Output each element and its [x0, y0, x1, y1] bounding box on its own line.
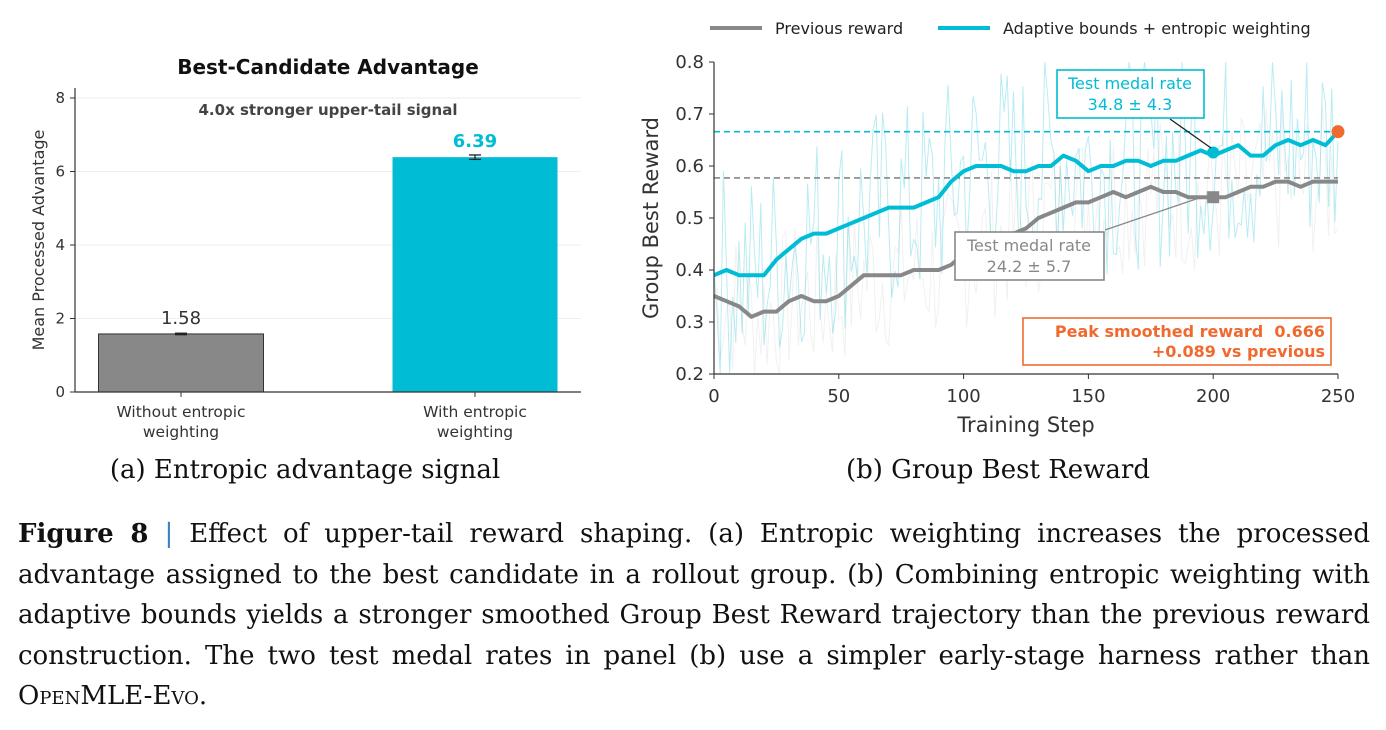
caption-separator: | — [164, 519, 174, 549]
panel-a-bar — [98, 333, 264, 393]
panel-b-y-tick-label: 0.2 — [675, 364, 704, 385]
panel-b-y-tick-label: 0.3 — [675, 312, 704, 333]
figure-caption: Figure 8 | Effect of upper-tail reward s… — [18, 514, 1370, 717]
panel-b-x-tick-label: 100 — [946, 386, 980, 407]
peak-box-frame — [1022, 317, 1332, 366]
cyan-annotation-arrow — [1169, 118, 1212, 149]
panel-a-y-tick-label: 8 — [55, 89, 65, 107]
cyan-annotation-value: 34.8 ± 4.3 — [1088, 95, 1173, 114]
panel-b-series-lines — [713, 130, 1340, 319]
peak-marker — [1331, 125, 1345, 139]
panel-b-y-tick-label: 0.7 — [675, 104, 704, 125]
panel-a-subtitle: 4.0x stronger upper-tail signal — [199, 101, 458, 119]
peak-reward-box: Peak smoothed reward 0.666 +0.089 vs pre… — [1022, 317, 1332, 366]
panel-b-x-tick-label: 0 — [708, 386, 719, 407]
panel-b-line-chart: Previous reward Adaptive bounds + entropi… — [639, 19, 1355, 485]
panel-b-y-axis-label: Group Best Reward — [639, 117, 663, 319]
panel-a-value-label: 6.39 — [453, 131, 497, 152]
panel-b-raw-series — [713, 61, 1339, 375]
caption-end: . — [198, 681, 208, 711]
legend-label: Adaptive bounds + entropic weighting — [1003, 19, 1311, 38]
panel-b-x-tick-label: 250 — [1321, 386, 1355, 407]
panel-b-y-ticks: 0.2 0.3 0.4 0.5 0.6 0.7 0.8 — [675, 52, 714, 385]
panel-b-x-axis-label: Training Step — [956, 413, 1094, 437]
panel-b-y-tick-label: 0.8 — [675, 52, 704, 73]
panel-a-x-tick-label: Without entropic — [116, 403, 245, 421]
panel-b-x-tick-label: 200 — [1196, 386, 1230, 407]
panel-a-x-tick-label: weighting — [143, 423, 219, 441]
gray-annotation-arrow — [1104, 195, 1206, 231]
panel-a-title: Best-Candidate Advantage — [177, 55, 479, 79]
panel-a-bar-chart: Best-Candidate Advantage 4.0x stronger u… — [29, 55, 581, 485]
cyan-test-marker — [1207, 146, 1220, 159]
panel-b-series-line — [713, 179, 1338, 319]
panel-a-x-tick-label: weighting — [437, 423, 513, 441]
panel-a-x-ticks: Without entropic weighting With entropic we… — [116, 392, 527, 441]
legend-label: Previous reward — [775, 19, 903, 38]
panel-a-y-tick-label: 0 — [55, 383, 65, 401]
cyan-annotation-box — [1056, 69, 1205, 119]
gray-annotation-box — [954, 231, 1105, 281]
peak-box-line2: +0.089 vs previous — [1152, 342, 1325, 361]
panel-a-bar — [392, 157, 558, 392]
panel-b-reference-lines — [714, 130, 1338, 179]
panel-b-x-tick-label: 50 — [827, 386, 850, 407]
panel-b-x-ticks: 0 50 100 150 200 250 — [708, 374, 1355, 407]
gray-annotation-label: Test medal rate — [966, 236, 1091, 255]
peak-box-line1: Peak smoothed reward 0.666 — [1055, 322, 1325, 341]
panel-b-raw-noise — [713, 61, 1339, 375]
panel-b-caption: (b) Group Best Reward — [846, 455, 1150, 485]
panel-b-raw-series — [713, 105, 1339, 375]
panel-b-legend: Previous reward Adaptive bounds + entropi… — [710, 19, 1311, 38]
panel-a-y-tick-label: 2 — [55, 310, 65, 328]
panel-a-y-tick-label: 6 — [55, 163, 65, 181]
panel-a-value-label: 1.58 — [161, 308, 201, 329]
caption-figure-label: Figure 8 — [18, 519, 149, 549]
caption-body: Effect of upper-tail reward shaping. (a)… — [18, 519, 1371, 671]
panel-a-y-axis-label: Mean Processed Advantage — [29, 130, 48, 351]
cyan-test-medal-annotation: Test medal rate 34.8 ± 4.3 — [1056, 69, 1212, 149]
cyan-annotation-label: Test medal rate — [1067, 74, 1192, 93]
gray-test-marker — [1207, 191, 1220, 204]
panel-a-caption: (a) Entropic advantage signal — [110, 455, 500, 485]
panel-a-bars: 1.58 6.39 — [98, 131, 558, 393]
panel-a-y-ticks: 0 2 4 6 8 — [55, 89, 75, 401]
panel-b-x-tick-label: 150 — [1071, 386, 1105, 407]
panel-b-y-tick-label: 0.6 — [675, 156, 704, 177]
panel-a-y-tick-label: 4 — [55, 236, 65, 254]
panel-b-series-line — [713, 130, 1340, 278]
panel-b-y-tick-label: 0.5 — [675, 208, 704, 229]
gray-test-medal-annotation: Test medal rate 24.2 ± 5.7 — [954, 195, 1206, 281]
panel-b-y-tick-label: 0.4 — [675, 260, 704, 281]
caption-method-name: OpenMLE-Evo — [18, 681, 199, 711]
panel-a-x-tick-label: With entropic — [423, 403, 527, 421]
panel-b-markers — [1207, 125, 1345, 204]
gray-annotation-value: 24.2 ± 5.7 — [987, 257, 1072, 276]
